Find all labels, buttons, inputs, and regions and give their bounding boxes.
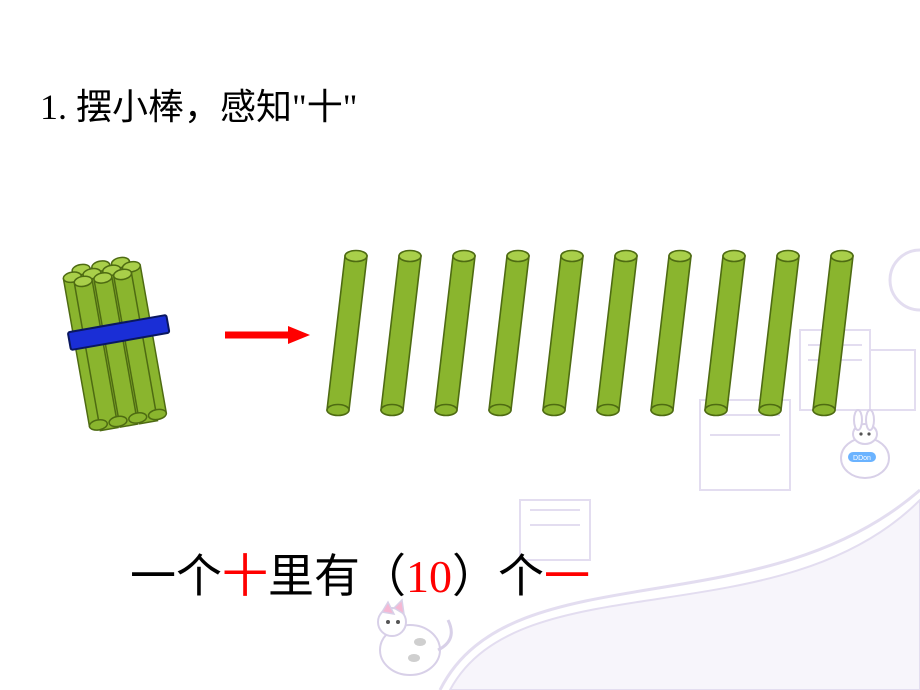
arrow-head — [288, 326, 310, 344]
title-pre: 1. 摆小棒，感知" — [40, 87, 307, 127]
loose-stick — [813, 251, 853, 416]
title-post: " — [343, 87, 358, 127]
loose-stick — [543, 251, 583, 416]
ans-part-2: 里有（ — [268, 551, 406, 602]
ans-part-4: ）个 — [452, 551, 544, 602]
loose-stick — [651, 251, 691, 416]
slide: DDon 1. 摆小棒，感知"十" 一个十里有（10）个一 — [0, 0, 920, 690]
loose-stick — [489, 251, 529, 416]
ans-part-0: 一个 — [130, 551, 222, 602]
loose-stick — [759, 251, 799, 416]
loose-stick — [705, 251, 745, 416]
slide-title: 1. 摆小棒，感知"十" — [40, 78, 357, 130]
sticks-diagram — [0, 200, 920, 500]
loose-stick — [381, 251, 421, 416]
loose-stick — [435, 251, 475, 416]
title-ten: 十 — [307, 87, 343, 127]
ans-part-5: 一 — [544, 551, 590, 602]
ans-part-3: 10 — [406, 551, 452, 602]
answer-sentence: 一个十里有（10）个一 — [130, 540, 590, 606]
stick-bundle — [57, 251, 184, 433]
loose-stick — [597, 251, 637, 416]
loose-stick — [327, 251, 367, 416]
ans-part-1: 十 — [222, 551, 268, 602]
